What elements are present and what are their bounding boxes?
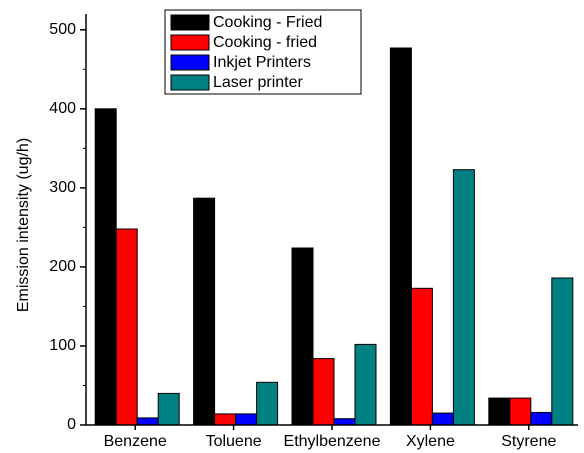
bar-benzene-series-3 [136,417,159,426]
bar-xylene-series-2 [410,287,433,426]
y-tick-label-100: 100 [49,337,76,354]
bar-styrene-series-3 [530,411,553,426]
bar-toluene-series-3 [235,413,258,426]
legend-swatch-series-1 [170,14,210,31]
legend: Cooking - Fried Cooking - fried Inkjet Pri… [164,9,362,95]
category-label-styrene: Styrene [501,433,556,450]
legend-label-series-1: Cooking - Fried [213,14,322,31]
legend-swatch-series-2 [170,34,210,51]
bar-styrene-series-2 [509,397,532,426]
bar-ethylbenzene-series-2 [312,358,335,426]
bar-benzene-series-4 [157,392,180,426]
bar-benzene-series-1 [94,108,117,426]
bar-xylene-series-4 [452,169,475,426]
y-tick-label-0: 0 [67,416,76,433]
category-labels: Benzene Toluene Ethylbenzene Xylene Styrene [104,433,557,450]
category-label-benzene: Benzene [104,433,167,450]
legend-label-series-3: Inkjet Printers [213,54,311,71]
bar-toluene-series-1 [193,197,216,426]
bar-benzene-series-2 [115,228,138,426]
bar-styrene-series-1 [488,397,511,426]
bar-ethylbenzene-series-3 [333,418,356,426]
bar-styrene-series-4 [551,277,574,426]
y-tick-label-300: 300 [49,179,76,196]
y-tick-label-500: 500 [49,21,76,38]
bar-toluene-series-2 [214,413,237,426]
bar-xylene-series-3 [431,412,454,426]
category-label-xylene: Xylene [406,433,455,450]
bar-xylene-series-1 [389,47,412,426]
y-tick-label-200: 200 [49,258,76,275]
category-label-ethylbenzene: Ethylbenzene [284,433,381,450]
y-axis-label: Emission intensity (ug/h) [15,138,32,312]
legend-label-series-2: Cooking - fried [213,34,317,51]
bar-ethylbenzene-series-4 [354,343,377,426]
category-label-toluene: Toluene [206,433,262,450]
legend-label-series-4: Laser printer [213,74,303,91]
bar-ethylbenzene-series-1 [291,247,314,426]
axes-layer: 0 100 200 300 400 500 [49,14,578,433]
y-tick-label-400: 400 [49,100,76,117]
legend-swatch-series-4 [170,74,210,91]
bars-layer [94,47,574,426]
legend-swatch-series-3 [170,54,210,71]
bar-toluene-series-4 [256,381,279,426]
